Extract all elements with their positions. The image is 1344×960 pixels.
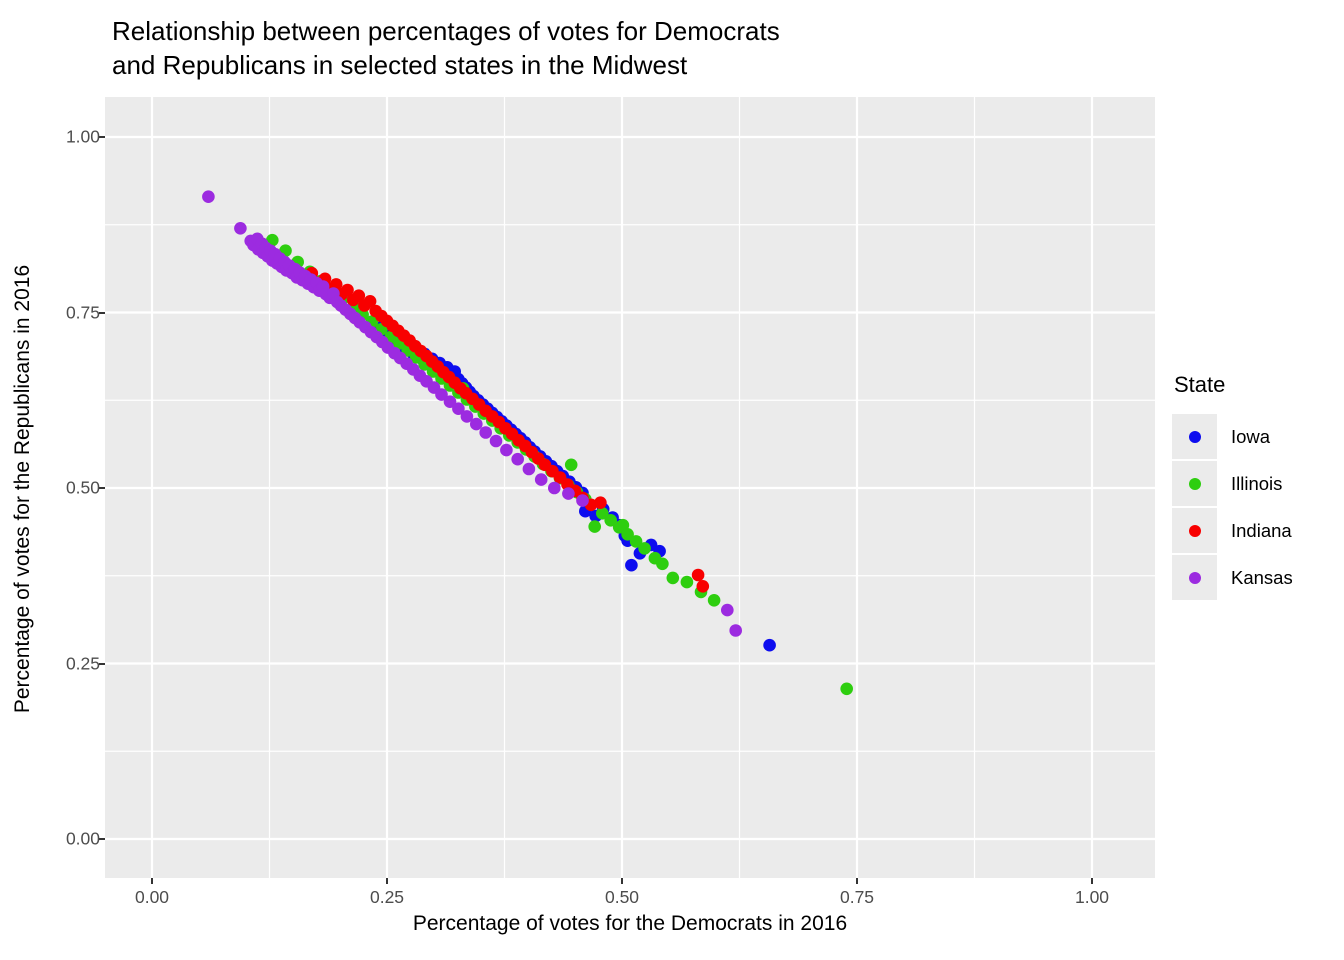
legend-dot-icon xyxy=(1188,430,1201,443)
data-point-indiana xyxy=(594,496,607,510)
data-point-kansas xyxy=(576,494,589,507)
y-tick-mark xyxy=(99,311,105,314)
data-point-illinois xyxy=(588,520,601,533)
legend-item-kansas: Kansas xyxy=(1172,555,1293,600)
legend-items: Iowa Illinois Indiana Kansas xyxy=(1172,414,1293,600)
data-point-kansas xyxy=(562,487,575,500)
x-tick-mark xyxy=(151,878,153,884)
x-tick-label: 0.75 xyxy=(839,887,875,907)
legend-key xyxy=(1172,555,1217,600)
y-tick-label: 0.00 xyxy=(65,828,100,849)
data-point-kansas xyxy=(470,417,483,431)
data-point-kansas xyxy=(435,388,448,401)
y-tick-mark xyxy=(99,662,105,665)
legend-title: State xyxy=(1174,372,1226,397)
data-point-illinois xyxy=(638,542,651,555)
y-tick-mark xyxy=(99,487,105,489)
legend-item-illinois: Illinois xyxy=(1172,461,1293,506)
legend-dot-icon xyxy=(1188,571,1201,584)
data-point-illinois xyxy=(621,528,634,541)
legend-dot-icon xyxy=(1188,524,1201,537)
legend-label: Illinois xyxy=(1231,472,1283,494)
data-point-kansas xyxy=(234,222,247,235)
legend-label: Kansas xyxy=(1231,566,1293,588)
legend-label: Indiana xyxy=(1231,519,1292,541)
x-tick-mark xyxy=(1091,878,1093,884)
legend-item-indiana: Indiana xyxy=(1172,508,1293,553)
legend-item-iowa: Iowa xyxy=(1172,414,1293,459)
data-point-indiana xyxy=(352,289,366,302)
data-point-kansas xyxy=(452,402,465,416)
legend-key xyxy=(1172,461,1217,506)
data-point-kansas xyxy=(443,395,457,409)
x-tick-label: 1.00 xyxy=(1074,887,1110,907)
data-point-kansas xyxy=(534,473,548,486)
chart-title: Relationship between percentages of vote… xyxy=(112,16,780,80)
data-point-kansas xyxy=(511,452,524,466)
data-point-illinois xyxy=(680,575,694,589)
data-point-indiana xyxy=(696,580,710,593)
y-axis-title: Percentage of votes for the Republicans … xyxy=(11,264,34,714)
legend-label: Iowa xyxy=(1231,425,1271,447)
legend-dot-icon xyxy=(1188,477,1201,490)
x-tick-label: 0.25 xyxy=(369,887,405,907)
data-point-illinois xyxy=(604,514,617,527)
data-point-illinois xyxy=(666,571,680,585)
data-point-indiana xyxy=(691,568,705,582)
data-point-illinois xyxy=(707,594,721,607)
data-point-indiana xyxy=(363,295,377,308)
data-point-illinois xyxy=(840,682,853,696)
x-tick-mark xyxy=(621,878,623,884)
data-point-kansas xyxy=(489,434,503,448)
data-point-kansas xyxy=(522,462,536,476)
data-point-indiana xyxy=(341,283,354,297)
plot-panel xyxy=(105,97,1155,878)
data-point-illinois xyxy=(656,557,669,571)
y-tick-label: 0.50 xyxy=(65,477,100,498)
data-point-illinois xyxy=(564,458,578,472)
data-point-iowa xyxy=(763,638,776,652)
x-tick-label: 0.50 xyxy=(604,887,640,907)
data-point-kansas xyxy=(548,481,561,495)
scatter-plot-canvas xyxy=(105,97,1155,878)
data-point-kansas xyxy=(500,443,513,457)
x-axis-title: Percentage of votes for the Democrats in… xyxy=(412,912,848,935)
data-point-kansas xyxy=(460,410,474,423)
y-tick-label: 0.75 xyxy=(65,302,100,322)
y-tick-label: 1.00 xyxy=(65,126,100,147)
legend-key xyxy=(1172,508,1217,553)
data-point-kansas xyxy=(721,603,734,617)
y-tick-mark xyxy=(99,136,105,138)
data-point-kansas xyxy=(202,190,215,203)
y-tick-label: 0.25 xyxy=(65,653,100,673)
data-point-illinois xyxy=(629,535,643,548)
data-point-illinois xyxy=(596,507,609,520)
y-tick-mark xyxy=(99,838,105,840)
data-point-iowa xyxy=(625,558,638,572)
legend-key xyxy=(1172,414,1217,459)
data-point-kansas xyxy=(729,624,742,637)
data-point-kansas xyxy=(479,426,493,439)
x-tick-mark xyxy=(856,878,858,884)
legend: State Iowa Illinois Indiana Kansas xyxy=(1172,372,1293,602)
x-tick-label: 0.00 xyxy=(134,887,170,907)
x-tick-mark xyxy=(386,878,388,884)
